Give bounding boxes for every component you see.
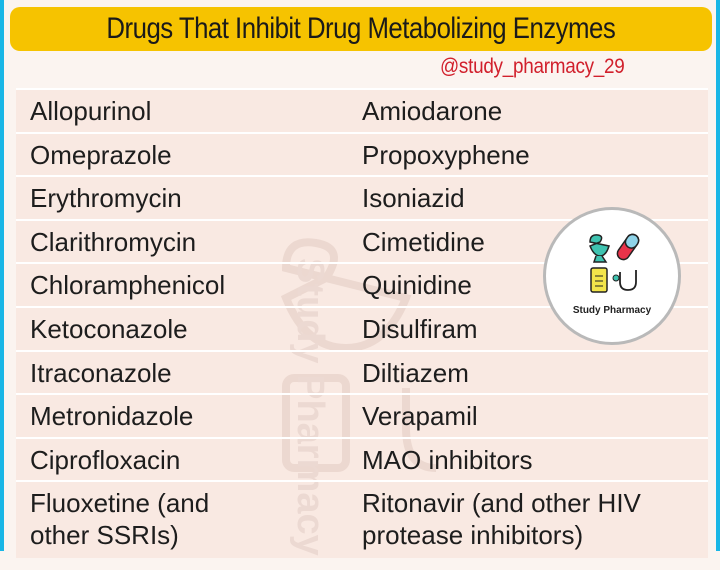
drug-left: Fluoxetine (and other SSRIs) xyxy=(30,488,210,551)
bowl-of-hygieia-icon xyxy=(589,234,610,263)
left-border xyxy=(0,0,4,551)
table-row: Allopurinol Amiodarone xyxy=(16,88,708,132)
stethoscope-icon xyxy=(612,270,637,291)
drug-right: Propoxyphene xyxy=(362,139,530,170)
study-pharmacy-badge: Study Pharmacy xyxy=(543,207,681,345)
title-text: Drugs That Inhibit Drug Metabolizing Enz… xyxy=(106,12,616,45)
table-row: Omeprazole Propoxyphene xyxy=(16,131,708,176)
table-row: Clarithromycin Cimetidine xyxy=(16,218,708,263)
drug-left: Itraconazole xyxy=(30,357,172,388)
pill-capsule-icon xyxy=(616,233,640,261)
right-border xyxy=(716,0,720,551)
badge-label: Study Pharmacy xyxy=(572,305,652,316)
drug-right: Verapamil xyxy=(362,401,478,432)
table-row: Ciprofloxacin MAO inhibitors xyxy=(16,436,708,481)
drug-right: Ritonavir (and other HIV protease inhibi… xyxy=(362,488,641,551)
drug-left: Ciprofloxacin xyxy=(30,444,181,475)
drug-left: Ketoconazole xyxy=(30,314,188,344)
table-row: Metronidazole Verapamil xyxy=(16,393,708,437)
drug-right: Amiodarone xyxy=(362,96,503,126)
drug-right: MAO inhibitors xyxy=(362,444,533,475)
drug-left: Clarithromycin xyxy=(30,226,197,257)
table-row: Ketoconazole Disulfiram xyxy=(16,306,708,350)
drug-right: Disulfiram xyxy=(362,314,478,344)
drug-left: Allopurinol xyxy=(30,96,152,126)
table-row: Chloramphenicol Quinidine xyxy=(16,262,708,306)
author-handle: @study_pharmacy_29 xyxy=(440,55,645,79)
badge-icons xyxy=(589,233,640,293)
drug-right: Cimetidine xyxy=(362,226,485,257)
table-row: Itraconazole Diltiazem xyxy=(16,349,708,394)
clipboard-icon xyxy=(590,267,608,293)
page-title: Drugs That Inhibit Drug Metabolizing Enz… xyxy=(10,7,712,51)
drug-left: Metronidazole xyxy=(30,401,194,432)
drug-right: Quinidine xyxy=(362,270,472,301)
table-row: Erythromycin Isoniazid xyxy=(16,175,708,219)
drug-left: Erythromycin xyxy=(30,183,182,214)
drug-right: Diltiazem xyxy=(362,357,469,388)
handle-text: @study_pharmacy_29 xyxy=(440,55,625,78)
table-row: Fluoxetine (and other SSRIs) Ritonavir (a… xyxy=(16,480,708,570)
drug-left: Chloramphenicol xyxy=(30,270,226,301)
drug-right: Isoniazid xyxy=(362,183,465,214)
drug-left: Omeprazole xyxy=(30,139,172,170)
